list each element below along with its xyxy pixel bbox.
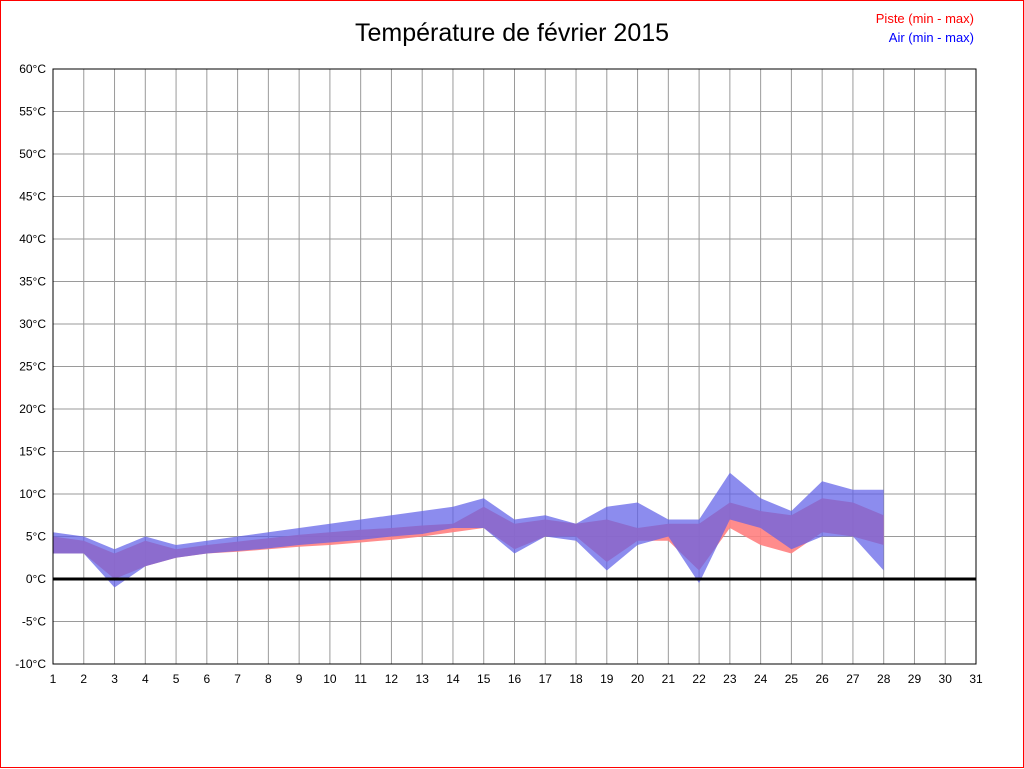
x-tick-label: 14 [446,672,460,686]
x-tick-label: 8 [265,672,272,686]
x-tick-label: 28 [877,672,891,686]
chart-title: Température de février 2015 [354,19,670,47]
x-tick-label: 25 [785,672,799,686]
x-tick-label: 15 [477,672,491,686]
x-tick-label: 4 [142,672,149,686]
y-tick-label: 10°C [19,487,46,501]
x-tick-label: 21 [662,672,676,686]
x-tick-label: 22 [692,672,706,686]
x-tick-label: 19 [600,672,614,686]
y-tick-label: 30°C [19,317,46,331]
y-tick-label: 45°C [19,190,46,204]
legend-piste-label: Piste (min - max) [875,11,974,26]
x-tick-label: 27 [846,672,860,686]
y-tick-label: 5°C [26,530,46,544]
x-tick-label: 5 [173,672,180,686]
chart-legend: Piste (min - max) Air (min - max) [876,9,974,47]
x-tick-label: 20 [631,672,645,686]
x-tick-label: 29 [908,672,922,686]
plot-border [52,68,977,665]
y-tick-label: 20°C [19,402,46,416]
x-tick-label: 2 [80,672,87,686]
legend-air-label: Air (min - max) [888,30,974,45]
x-tick-label: 16 [508,672,522,686]
x-tick-label: 11 [354,672,367,686]
y-tick-label: -5°C [22,615,46,629]
y-tick-label: 60°C [19,62,46,76]
series-band [53,472,884,588]
x-tick-label: 3 [111,672,118,686]
x-tick-label: 13 [416,672,430,686]
x-tick-label: 7 [234,672,241,686]
y-tick-label: 50°C [19,147,46,161]
y-tick-label: 15°C [19,445,46,459]
y-tick-label: 35°C [19,275,46,289]
x-tick-label: 31 [969,672,983,686]
x-tick-label: 12 [385,672,399,686]
x-tick-label: 24 [754,672,768,686]
x-tick-label: 1 [50,672,57,686]
x-tick-label: 17 [539,672,553,686]
x-tick-label: 23 [723,672,737,686]
x-tick-label: 30 [939,672,953,686]
x-tick-label: 10 [323,672,337,686]
x-tick-label: 9 [296,672,303,686]
y-tick-label: 25°C [19,360,46,374]
x-tick-label: 18 [569,672,583,686]
y-tick-label: 0°C [26,572,46,586]
x-tick-label: 26 [815,672,829,686]
y-tick-label: 40°C [19,232,46,246]
y-tick-label: -10°C [15,657,46,671]
x-tick-label: 6 [203,672,210,686]
y-tick-label: 55°C [19,105,46,119]
